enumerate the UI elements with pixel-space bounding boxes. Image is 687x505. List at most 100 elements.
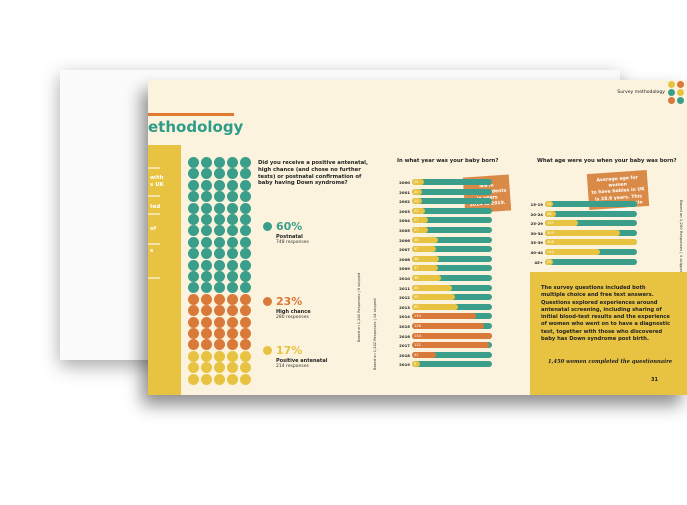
decor-dot: [677, 97, 684, 104]
bar-value-label: 134: [414, 333, 421, 338]
left-fragment: s: [150, 248, 154, 254]
bar-track: [545, 201, 637, 207]
grid-dot: [227, 271, 238, 282]
grid-dot: [214, 350, 225, 362]
bar-track: [412, 207, 492, 214]
grid-dot: [227, 316, 238, 328]
bar-value-label: 38: [414, 256, 419, 261]
bar-value-label: 305: [547, 230, 554, 235]
grid-dot: [214, 271, 225, 282]
grid-dot: [201, 191, 212, 203]
grid-dot: [227, 157, 238, 168]
bar-track: [545, 220, 637, 227]
bar-fill: [412, 236, 439, 243]
grid-dot: [227, 168, 238, 180]
bar-track: [545, 210, 637, 217]
bar-category-label: 2002: [399, 199, 410, 205]
bar-track: [545, 258, 637, 265]
grid-dot: [240, 225, 251, 237]
left-fragment: with: [150, 175, 164, 181]
grid-dot: [201, 328, 212, 339]
bar-track: [412, 227, 492, 233]
bar-category-label: 2006: [399, 237, 410, 243]
question-1-base-note-2: Based on 1,242 Responses | 14 skipped: [373, 298, 377, 370]
grid-dot: [188, 293, 199, 305]
left-column-fragments: with s UK ted of s: [148, 165, 181, 254]
grid-dot: [188, 328, 199, 339]
bar-value-label: 55: [414, 295, 419, 300]
grid-dot: [227, 339, 238, 351]
bar-fill: [412, 246, 436, 253]
decor-dot: [668, 89, 675, 96]
bar-fill: [412, 275, 441, 281]
bar-fill: [412, 323, 484, 329]
bar-category-label: 2018: [399, 352, 410, 358]
grid-dot: [188, 179, 199, 191]
grid-dot: [188, 168, 199, 180]
grid-dot: [188, 316, 199, 328]
grid-dot: [201, 339, 212, 351]
bar-category-label: 45+: [534, 259, 543, 265]
grid-dot: [214, 305, 225, 317]
grid-dot: [227, 350, 238, 362]
grid-dot: [201, 293, 212, 305]
grid-dot: [188, 236, 199, 248]
grid-dot: [227, 248, 238, 260]
column-line: [148, 243, 160, 245]
left-fragment: ted: [150, 204, 161, 210]
bar-category-label: 2009: [399, 266, 410, 272]
bar-track: [412, 275, 492, 281]
grid-dot: [240, 350, 251, 362]
postnatal-dot-icon: [263, 222, 272, 231]
brochure-spread: ethodology with s UK ted of s Survey met…: [148, 80, 687, 395]
bar-fill: [412, 294, 456, 301]
stat-label: Positive antenatal: [276, 358, 328, 364]
title-rule: [148, 113, 234, 116]
bar-track: [412, 198, 492, 205]
bar-value-label: 22: [414, 208, 419, 213]
bar-value-label: 137: [547, 221, 554, 226]
grid-dot: [214, 316, 225, 328]
bar-value-label: 42: [414, 352, 419, 357]
bar-value-label: 25: [547, 259, 552, 264]
grid-dot: [214, 282, 225, 294]
bar-category-label: 2008: [399, 256, 410, 262]
bar-value-label: 20: [414, 199, 419, 204]
bar-category-label: 20-24: [530, 211, 543, 217]
grid-dot: [240, 282, 251, 294]
grid-dot: [227, 179, 238, 191]
bar-fill: [412, 217, 428, 224]
grid-dot: [240, 362, 251, 374]
grid-dot: [201, 248, 212, 260]
grid-dot: [214, 168, 225, 180]
grid-dot: [240, 179, 251, 191]
grid-dot: [227, 328, 238, 339]
bar-fill: [412, 303, 459, 310]
decor-dot: [677, 81, 684, 88]
grid-dot: [201, 362, 212, 374]
bar-track: [412, 217, 492, 224]
grid-dot: [240, 271, 251, 282]
bar-category-label: 30-34: [530, 230, 543, 236]
grid-dot: [214, 373, 225, 385]
bar-category-label: 2000: [399, 180, 410, 185]
bar-fill: [412, 332, 492, 339]
grid-dot: [188, 271, 199, 282]
bar-category-label: 25-29: [530, 221, 543, 227]
grid-dot: [214, 248, 225, 260]
grid-dot: [201, 202, 212, 214]
decor-dot: [668, 97, 675, 104]
grid-dot: [214, 214, 225, 225]
grid-dot: [227, 282, 238, 294]
summary-footnote: 1,450 women completed the questionnaire: [548, 359, 673, 365]
grid-dot: [227, 373, 238, 385]
grid-dot: [201, 214, 212, 225]
bar-value-label: 27: [414, 228, 419, 232]
page-number: 31: [651, 377, 658, 383]
grid-dot: [240, 214, 251, 225]
grid-dot: [227, 236, 238, 248]
bar-fill: [412, 361, 420, 368]
grid-dot: [240, 191, 251, 203]
grid-dot: [214, 362, 225, 374]
bar-value-label: 54: [414, 285, 419, 290]
